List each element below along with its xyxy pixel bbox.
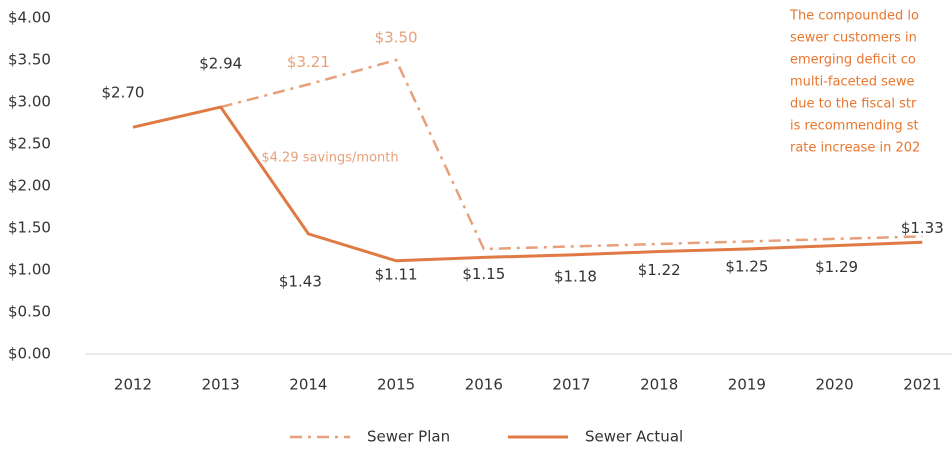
y-tick-label: $2.50 [8,135,51,153]
x-tick-label: 2018 [640,376,678,394]
data-label: $1.18 [554,267,597,285]
data-label: $3.21 [287,53,330,71]
note-line: due to the fiscal str [790,97,917,112]
note-line: The compounded lo [789,9,919,24]
data-label: $2.70 [102,84,145,102]
legend-label: Sewer Plan [367,428,450,446]
y-tick-label: $2.00 [8,177,51,195]
x-tick-label: 2012 [114,376,152,394]
legend-label: Sewer Actual [585,428,683,446]
data-label: $1.11 [375,265,418,283]
x-tick-label: 2015 [377,376,415,394]
x-tick-label: 2021 [903,376,941,394]
data-label: $3.50 [375,29,418,47]
x-tick-label: 2020 [816,376,854,394]
data-label: $1.33 [901,219,944,237]
y-tick-label: $3.50 [8,51,51,69]
note-line: sewer customers in [790,31,917,46]
data-label: $1.15 [462,265,505,283]
note-line: is recommending st [790,119,919,134]
x-tick-label: 2017 [552,376,590,394]
data-label: $1.22 [638,261,681,279]
x-tick-label: 2016 [465,376,503,394]
x-tick-label: 2013 [202,376,240,394]
y-tick-label: $1.00 [8,261,51,279]
y-tick-label: $0.50 [8,303,51,321]
data-label: $1.29 [815,258,858,276]
data-label: $1.43 [279,272,322,290]
line-plan [220,58,923,251]
x-tick-label: 2019 [728,376,766,394]
note-line: multi-faceted sewe [790,75,914,90]
y-tick-label: $4.00 [8,9,51,27]
data-label: $1.25 [725,258,768,276]
annotation: $4.29 savings/month [261,151,398,166]
y-tick-label: $3.00 [8,93,51,111]
data-label: $2.94 [199,55,242,73]
line-actual [132,105,923,263]
note-line: emerging deficit co [790,53,916,68]
y-tick-label: $1.50 [8,219,51,237]
x-tick-label: 2014 [289,376,327,394]
y-tick-label: $0.00 [8,345,51,363]
note-line: rate increase in 202 [790,141,920,156]
